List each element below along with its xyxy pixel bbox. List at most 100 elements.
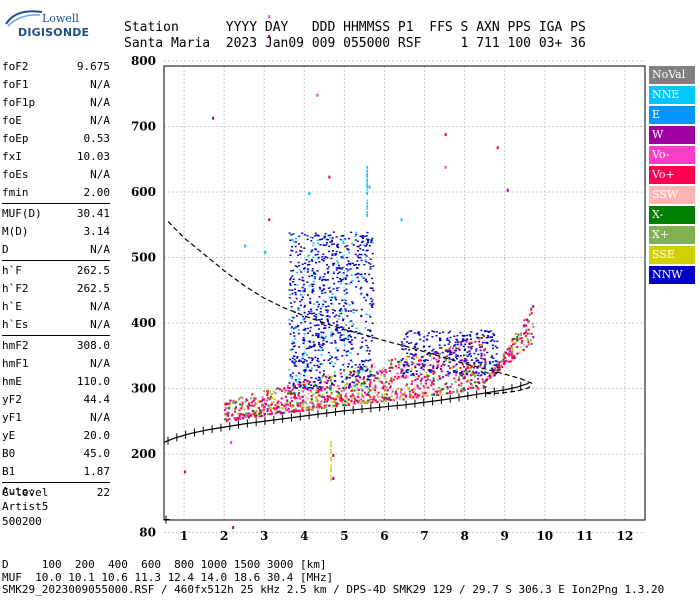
echo-point: [289, 302, 292, 304]
echo-point: [312, 272, 315, 274]
echo-point: [225, 420, 228, 423]
echo-point: [483, 372, 486, 374]
echo-point: [287, 403, 290, 406]
echo-point: [311, 345, 314, 348]
echo-point: [285, 389, 288, 392]
echo-point: [240, 413, 243, 416]
echo-point: [248, 404, 251, 407]
echo-point: [298, 381, 301, 383]
echo-point: [442, 331, 445, 334]
echo-point: [490, 373, 493, 376]
echo-point: [354, 367, 357, 370]
echo-point: [291, 388, 294, 391]
echo-point: [447, 339, 450, 342]
echo-point: [434, 370, 437, 373]
echo-point: [346, 399, 349, 402]
echo-point: [462, 387, 465, 390]
echo-point: [284, 390, 287, 393]
echo-point: [453, 335, 456, 337]
echo-point: [373, 396, 376, 399]
echo-point: [239, 407, 242, 410]
echo-point: [319, 363, 322, 365]
echo-point: [236, 412, 239, 415]
echo-point: [363, 385, 366, 388]
echo-point: [297, 243, 300, 245]
echo-point: [466, 365, 469, 368]
echo-point: [364, 327, 367, 329]
param-label: foEp: [2, 132, 29, 145]
echo-point: [321, 278, 324, 281]
echo-point: [435, 351, 438, 354]
echo-point: [307, 383, 310, 386]
echo-point: [332, 332, 335, 335]
echo-point: [432, 366, 435, 368]
echo-point: [483, 353, 486, 356]
echo-point: [300, 246, 303, 248]
echo-point: [286, 400, 289, 403]
param-label: foF1: [2, 78, 29, 91]
echo-point: [299, 290, 302, 292]
echo-point: [358, 381, 361, 384]
echo-point: [310, 384, 313, 386]
echo-point: [422, 359, 425, 362]
echo-point: [234, 418, 237, 421]
echo-point: [482, 386, 485, 389]
echo-point: [288, 297, 291, 299]
echo-point: [382, 400, 384, 403]
echo-point: [322, 303, 325, 306]
echo-point: [470, 383, 473, 386]
echo-point: [295, 387, 298, 389]
echo-point: [305, 387, 308, 390]
echo-point: [247, 415, 250, 418]
echo-point: [396, 377, 399, 380]
echo-point: [422, 340, 425, 342]
echo-point: [401, 394, 404, 397]
echo-point: [406, 355, 409, 358]
echo-point: [263, 405, 266, 408]
echo-point: [231, 413, 234, 416]
echo-point: [294, 355, 297, 357]
echo-point: [430, 369, 433, 372]
echo-point: [413, 395, 416, 398]
echo-point: [435, 330, 438, 333]
echo-point: [496, 366, 499, 368]
echo-point: [479, 374, 482, 377]
echo-point: [344, 293, 347, 295]
echo-point: [337, 262, 340, 264]
echo-point: [348, 403, 351, 406]
echo-point: [352, 244, 355, 246]
echo-point: [341, 278, 344, 281]
echo-point: [410, 360, 413, 363]
echo-point: [440, 393, 443, 396]
echo-point: [308, 387, 311, 390]
echo-point: [384, 368, 387, 371]
echo-point: [410, 397, 413, 400]
echo-point: [468, 350, 471, 352]
echo-point: [416, 393, 419, 396]
param-value: 262.5: [76, 282, 110, 295]
echo-point: [315, 234, 318, 236]
echo-point: [288, 390, 291, 393]
echo-point: [233, 409, 236, 412]
echo-point: [303, 290, 306, 293]
echo-point: [298, 359, 301, 361]
legend-item-e: E: [649, 106, 695, 124]
echo-point: [421, 391, 424, 394]
echo-point: [225, 412, 228, 415]
echo-point: [364, 402, 367, 405]
echo-point: [310, 407, 313, 410]
echo-point: [323, 327, 326, 330]
echo-point: [285, 409, 288, 412]
echo-point: [412, 396, 415, 399]
echo-point: [289, 393, 292, 396]
echo-point: [346, 292, 349, 294]
echo-point: [426, 364, 429, 367]
echo-point: [360, 377, 363, 380]
echo-point: [236, 417, 239, 420]
echo-point: [461, 370, 464, 373]
echo-point: [304, 408, 307, 411]
legend-item-nnw: NNW: [649, 266, 695, 284]
param-row: fxI 10.03: [2, 148, 110, 166]
echo-point: [330, 466, 332, 468]
param-row: D N/A: [2, 241, 110, 259]
